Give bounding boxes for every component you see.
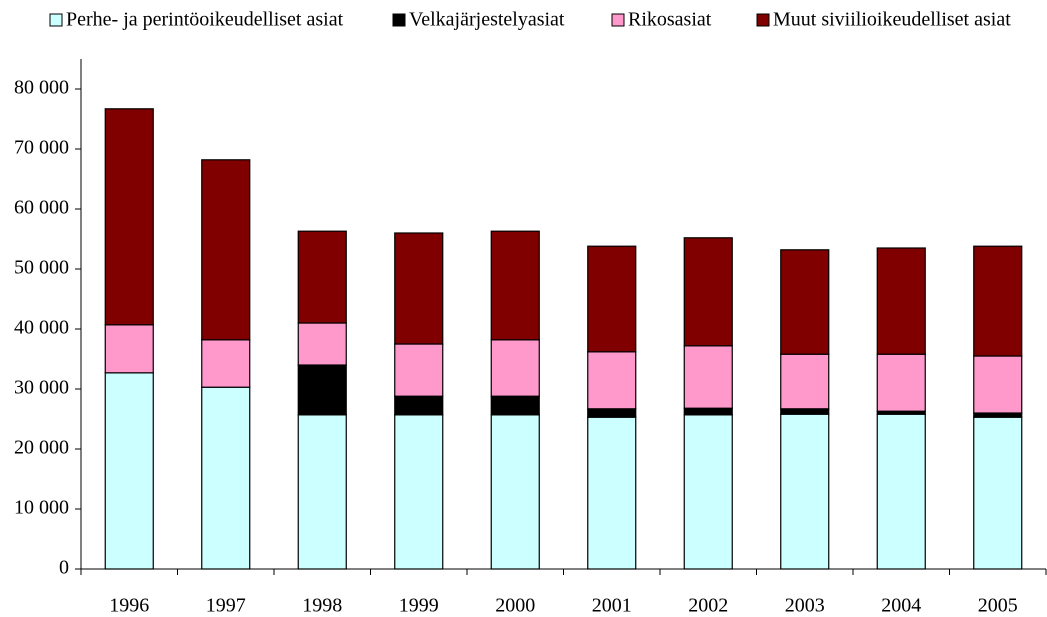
bar-segment bbox=[683, 414, 733, 570]
bar-segment bbox=[490, 395, 540, 416]
bar-segment bbox=[587, 351, 637, 410]
bar-segment bbox=[683, 345, 733, 409]
bar-segment bbox=[876, 353, 926, 412]
y-tick-label: 40 000 bbox=[14, 317, 69, 339]
bar-segment bbox=[394, 414, 444, 570]
x-tick-label: 1998 bbox=[302, 595, 342, 617]
bar-segment bbox=[683, 407, 733, 416]
legend-label: Muut siviilioikeudelliset asiat bbox=[773, 9, 1011, 31]
y-tick-label: 10 000 bbox=[14, 497, 69, 519]
y-tick-label: 50 000 bbox=[14, 257, 69, 279]
bar-segment bbox=[297, 230, 347, 324]
bar-segment bbox=[587, 245, 637, 353]
bar-segment bbox=[876, 247, 926, 355]
legend-label: Rikosasiat bbox=[628, 9, 712, 31]
bar-segment bbox=[780, 353, 830, 410]
bar-segment bbox=[297, 322, 347, 366]
bar-segment bbox=[394, 395, 444, 416]
y-tick-label: 0 bbox=[59, 557, 69, 579]
bar-segment bbox=[297, 414, 347, 570]
bar-segment bbox=[780, 408, 830, 415]
x-tick-label: 2000 bbox=[495, 595, 535, 617]
bar-segment bbox=[683, 237, 733, 347]
x-tick-label: 1999 bbox=[399, 595, 439, 617]
y-tick-label: 60 000 bbox=[14, 197, 69, 219]
bar-segment bbox=[104, 324, 154, 374]
x-tick-label: 2005 bbox=[978, 595, 1018, 617]
legend-swatch bbox=[49, 13, 63, 27]
bar-segment bbox=[587, 416, 637, 570]
bar-segment bbox=[394, 232, 444, 345]
bar-segment bbox=[201, 386, 251, 570]
bar-segment bbox=[490, 339, 540, 397]
bar-segment bbox=[490, 230, 540, 341]
legend-swatch bbox=[392, 13, 406, 27]
bar-segment bbox=[973, 412, 1023, 418]
bar-segment bbox=[104, 108, 154, 326]
bar-segment bbox=[297, 364, 347, 416]
x-tick-label: 1996 bbox=[109, 595, 149, 617]
legend-swatch bbox=[756, 13, 770, 27]
legend-swatch bbox=[611, 13, 625, 27]
bar-segment bbox=[973, 355, 1023, 414]
bar-segment bbox=[973, 245, 1023, 357]
x-tick-label: 2001 bbox=[592, 595, 632, 617]
bar-segment bbox=[201, 339, 251, 388]
bar-segment bbox=[490, 414, 540, 570]
y-tick-label: 70 000 bbox=[14, 137, 69, 159]
bar-segment bbox=[394, 343, 444, 397]
legend-label: Perhe- ja perintöoikeudelliset asiat bbox=[66, 9, 344, 31]
bar-segment bbox=[780, 413, 830, 570]
bar-segment bbox=[876, 413, 926, 570]
bar-segment bbox=[104, 372, 154, 570]
bar-segment bbox=[201, 159, 251, 341]
bar-segment bbox=[587, 408, 637, 418]
legend-label: Velkajärjestelyasiat bbox=[409, 9, 565, 31]
y-tick-label: 30 000 bbox=[14, 377, 69, 399]
y-tick-label: 20 000 bbox=[14, 437, 69, 459]
bar-segment bbox=[780, 249, 830, 355]
y-tick-label: 80 000 bbox=[14, 77, 69, 99]
x-tick-label: 2004 bbox=[881, 595, 921, 617]
x-tick-label: 1997 bbox=[206, 595, 246, 617]
bar-segment bbox=[973, 416, 1023, 570]
x-tick-label: 2003 bbox=[785, 595, 825, 617]
x-tick-label: 2002 bbox=[688, 595, 728, 617]
